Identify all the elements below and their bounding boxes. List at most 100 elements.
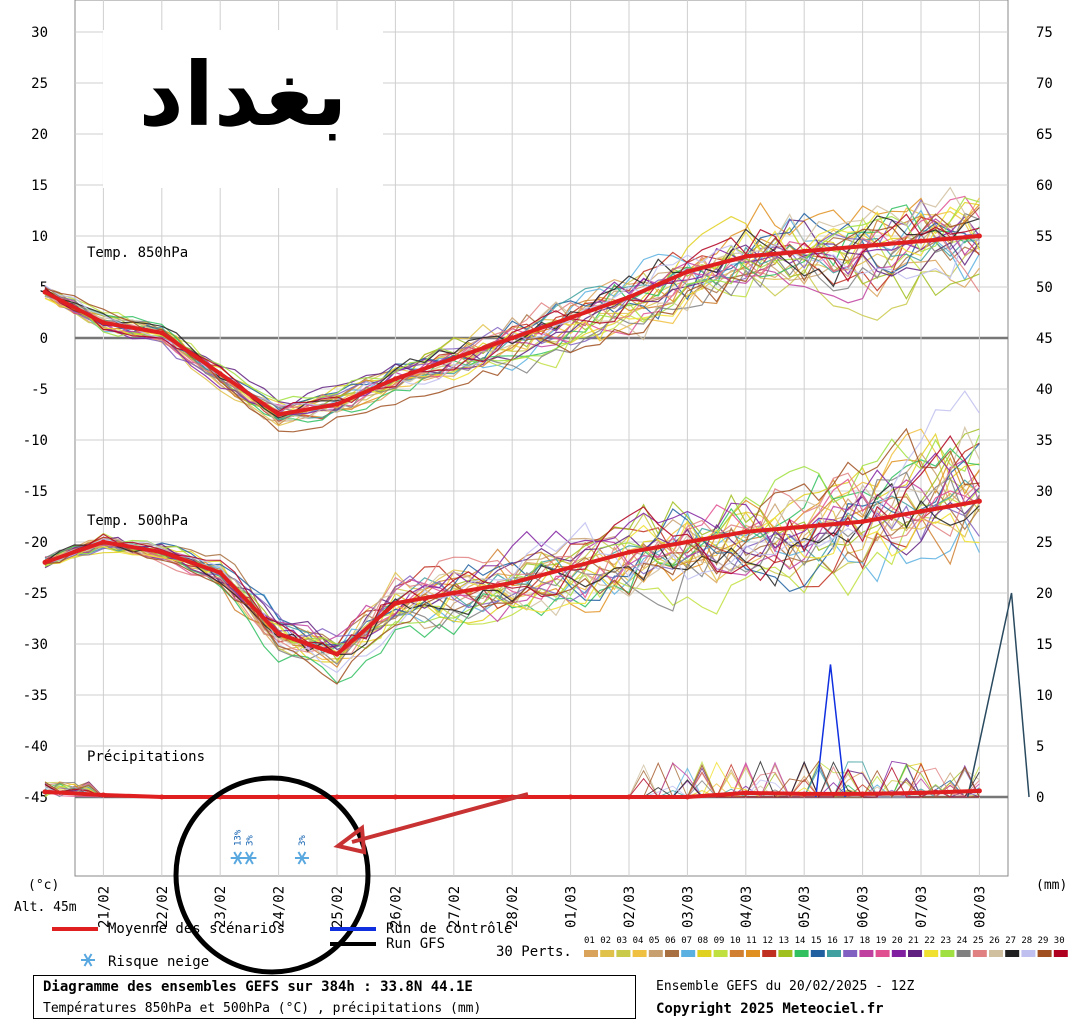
pert-swatch xyxy=(989,950,1003,957)
x-tick-label: 08/03 xyxy=(972,886,988,928)
x-tick-label: 02/03 xyxy=(622,886,638,928)
right-tick-label: 50 xyxy=(1036,280,1053,296)
footer-title: Diagramme des ensembles GEFS sur 384h : … xyxy=(43,979,473,995)
legend-snowflake-icon xyxy=(83,953,93,967)
pert-swatch xyxy=(924,950,939,957)
pert-number: 13 xyxy=(778,936,789,946)
mean-line-t850-point xyxy=(217,371,223,377)
left-tick-label: -15 xyxy=(23,484,48,500)
mean-line-t850-point xyxy=(568,315,574,321)
mean-line-t500-point xyxy=(392,600,398,606)
pert-swatch xyxy=(665,950,679,957)
chart-axes: 302520151050-5-10-15-20-25-30-35-40-4575… xyxy=(23,25,1053,928)
mean-line-t500-point xyxy=(684,539,690,545)
mean-line-precip-point xyxy=(743,790,749,796)
pert-swatch xyxy=(843,950,858,957)
mean-line-precip-point xyxy=(976,788,982,794)
pert-swatch xyxy=(908,950,922,957)
mean-line-t500-point xyxy=(860,519,866,525)
mean-line-precip-point xyxy=(159,794,165,800)
right-tick-label: 55 xyxy=(1036,229,1053,245)
left-tick-label: -30 xyxy=(23,637,48,653)
right-tick-label: 20 xyxy=(1036,586,1053,602)
city-label-box xyxy=(103,30,383,188)
member-line-t500 xyxy=(44,478,980,655)
right-tick-label: 30 xyxy=(1036,484,1053,500)
mean-line-t500-point xyxy=(626,549,632,555)
pert-swatch xyxy=(827,950,841,957)
legend: 01 02 03 04 05 06 07 08 09 10 11 12 13 14 15 16 17 18 19 20… xyxy=(52,927,1068,967)
mean-line-t500-point xyxy=(334,651,340,657)
mean-line-t850-point xyxy=(684,269,690,275)
member-line-t850 xyxy=(44,228,980,412)
left-tick-label: -40 xyxy=(23,739,48,755)
snow-risk-pct: 3% xyxy=(298,835,308,846)
pert-swatch xyxy=(810,950,825,957)
pert-number: 22 xyxy=(924,936,935,946)
footer-box xyxy=(33,975,636,1019)
pert-number: 03 xyxy=(616,936,627,946)
pert-swatch xyxy=(875,950,890,957)
left-unit: (°c) xyxy=(28,878,60,893)
plot-frame xyxy=(74,0,1009,877)
right-tick-label: 35 xyxy=(1036,433,1053,449)
left-tick-label: -10 xyxy=(23,433,48,449)
pert-number: 04 xyxy=(633,936,644,946)
pert-number: 23 xyxy=(940,936,951,946)
mean-line-t850-point xyxy=(801,248,807,254)
pert-swatch xyxy=(972,950,987,957)
left-tick-label: 25 xyxy=(31,76,48,92)
pert-number: 29 xyxy=(1038,936,1049,946)
left-tick-label: -25 xyxy=(23,586,48,602)
mean-line-t850-point xyxy=(918,238,924,244)
snowflake-icon xyxy=(297,851,307,865)
mean-line-precip-point xyxy=(568,794,574,800)
mean-line-t850-point xyxy=(976,233,982,239)
annotation-arrow-head xyxy=(333,824,367,855)
pert-swatch xyxy=(681,950,696,957)
x-tick-label: 03/03 xyxy=(680,886,696,928)
mean-line-t850-point xyxy=(509,335,515,341)
pert-number: 28 xyxy=(1021,936,1032,946)
right-tick-label: 45 xyxy=(1036,331,1053,347)
snow-risk-marker: 13% xyxy=(230,829,245,865)
right-tick-label: 10 xyxy=(1036,688,1053,704)
pert-number: 12 xyxy=(762,936,773,946)
mean-line-precip-point xyxy=(626,794,632,800)
snowflake-icon xyxy=(245,851,254,865)
city-name-arabic: بغداد xyxy=(138,43,348,146)
left-tick-label: 5 xyxy=(40,280,48,296)
control-precip-spike xyxy=(815,664,846,798)
mean-line-t500-point xyxy=(743,529,749,535)
member-line-t500 xyxy=(44,482,980,656)
right-tick-label: 25 xyxy=(1036,535,1053,551)
mean-line-precip-point xyxy=(801,791,807,797)
mean-line-t850-point xyxy=(276,412,282,417)
label-precip: Précipitations xyxy=(87,749,206,765)
snowflake-icon xyxy=(233,851,243,865)
x-tick-label: 07/03 xyxy=(914,886,930,928)
x-tick-label: 06/03 xyxy=(856,886,872,928)
mean-line-t500-point xyxy=(918,508,924,514)
mean-line-t850-point xyxy=(451,355,457,361)
pert-swatch xyxy=(762,950,777,957)
left-tick-label: -45 xyxy=(23,790,48,806)
mean-line-precip-point xyxy=(684,794,690,800)
pert-number: 16 xyxy=(827,936,838,946)
pert-number: 09 xyxy=(714,936,725,946)
member-line-t500 xyxy=(44,435,980,656)
pert-swatch xyxy=(713,950,728,957)
right-tick-label: 40 xyxy=(1036,382,1053,398)
left-tick-label: 30 xyxy=(31,25,48,41)
snow-risk-pct: 3% xyxy=(245,835,255,846)
pert-number: 06 xyxy=(665,936,676,946)
pert-number: 25 xyxy=(973,936,984,946)
member-line-t850 xyxy=(44,213,980,413)
mean-line-t850-point xyxy=(392,376,398,382)
pert-number: 10 xyxy=(730,936,741,946)
x-tick-label: 22/02 xyxy=(155,886,171,928)
mean-line-precip-point xyxy=(860,791,866,797)
pert-swatch xyxy=(1021,950,1036,957)
right-unit: (mm) xyxy=(1036,878,1068,893)
pert-swatch xyxy=(648,950,663,957)
